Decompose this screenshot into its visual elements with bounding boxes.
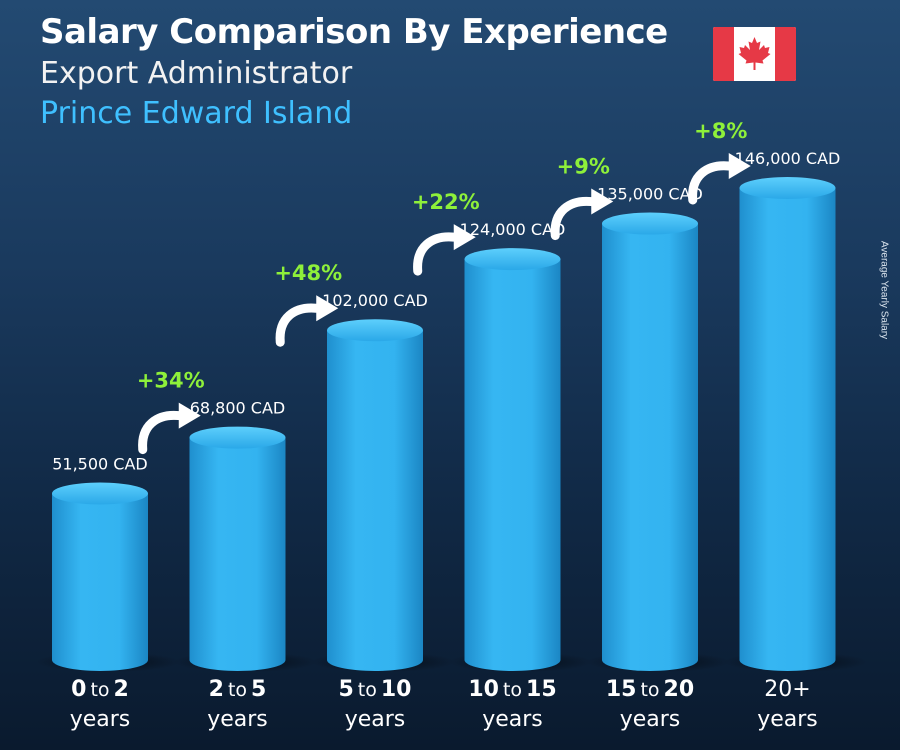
- bar: [739, 188, 836, 671]
- bar-top-cap: [602, 212, 698, 235]
- increase-label: +8%: [694, 119, 747, 143]
- increase-label: +9%: [557, 155, 610, 179]
- bar: [464, 259, 561, 671]
- bar: [189, 437, 286, 671]
- increase-arrow-icon: [413, 224, 476, 276]
- bar-top-cap: [189, 426, 286, 449]
- increase-arrow-icon: [550, 188, 614, 241]
- location: Prince Edward Island: [40, 96, 353, 131]
- increase-label: +48%: [274, 261, 342, 285]
- job-title: Export Administrator: [40, 56, 353, 91]
- bar-top-cap: [52, 482, 148, 505]
- bar: [602, 223, 698, 671]
- value-label: 135,000 CAD: [597, 185, 703, 204]
- chart-title: Salary Comparison By Experience: [40, 12, 668, 52]
- increase-arrow-icon: [275, 295, 339, 347]
- bar-top-cap: [464, 248, 561, 271]
- value-label: 68,800 CAD: [190, 399, 286, 418]
- bar: [52, 493, 148, 671]
- value-label: 51,500 CAD: [52, 455, 148, 474]
- increase-arrow-icon: [688, 153, 751, 205]
- canada-flag-icon: [713, 27, 796, 81]
- increase-label: +22%: [412, 190, 480, 214]
- increase-label: +34%: [137, 369, 205, 393]
- increase-arrow-icon: [138, 402, 201, 455]
- value-label: 146,000 CAD: [735, 149, 841, 168]
- bar-top-cap: [327, 319, 423, 342]
- bar-top-cap: [739, 177, 836, 199]
- value-label: 102,000 CAD: [322, 291, 428, 310]
- bar: [327, 330, 423, 671]
- value-label: 124,000 CAD: [460, 220, 566, 239]
